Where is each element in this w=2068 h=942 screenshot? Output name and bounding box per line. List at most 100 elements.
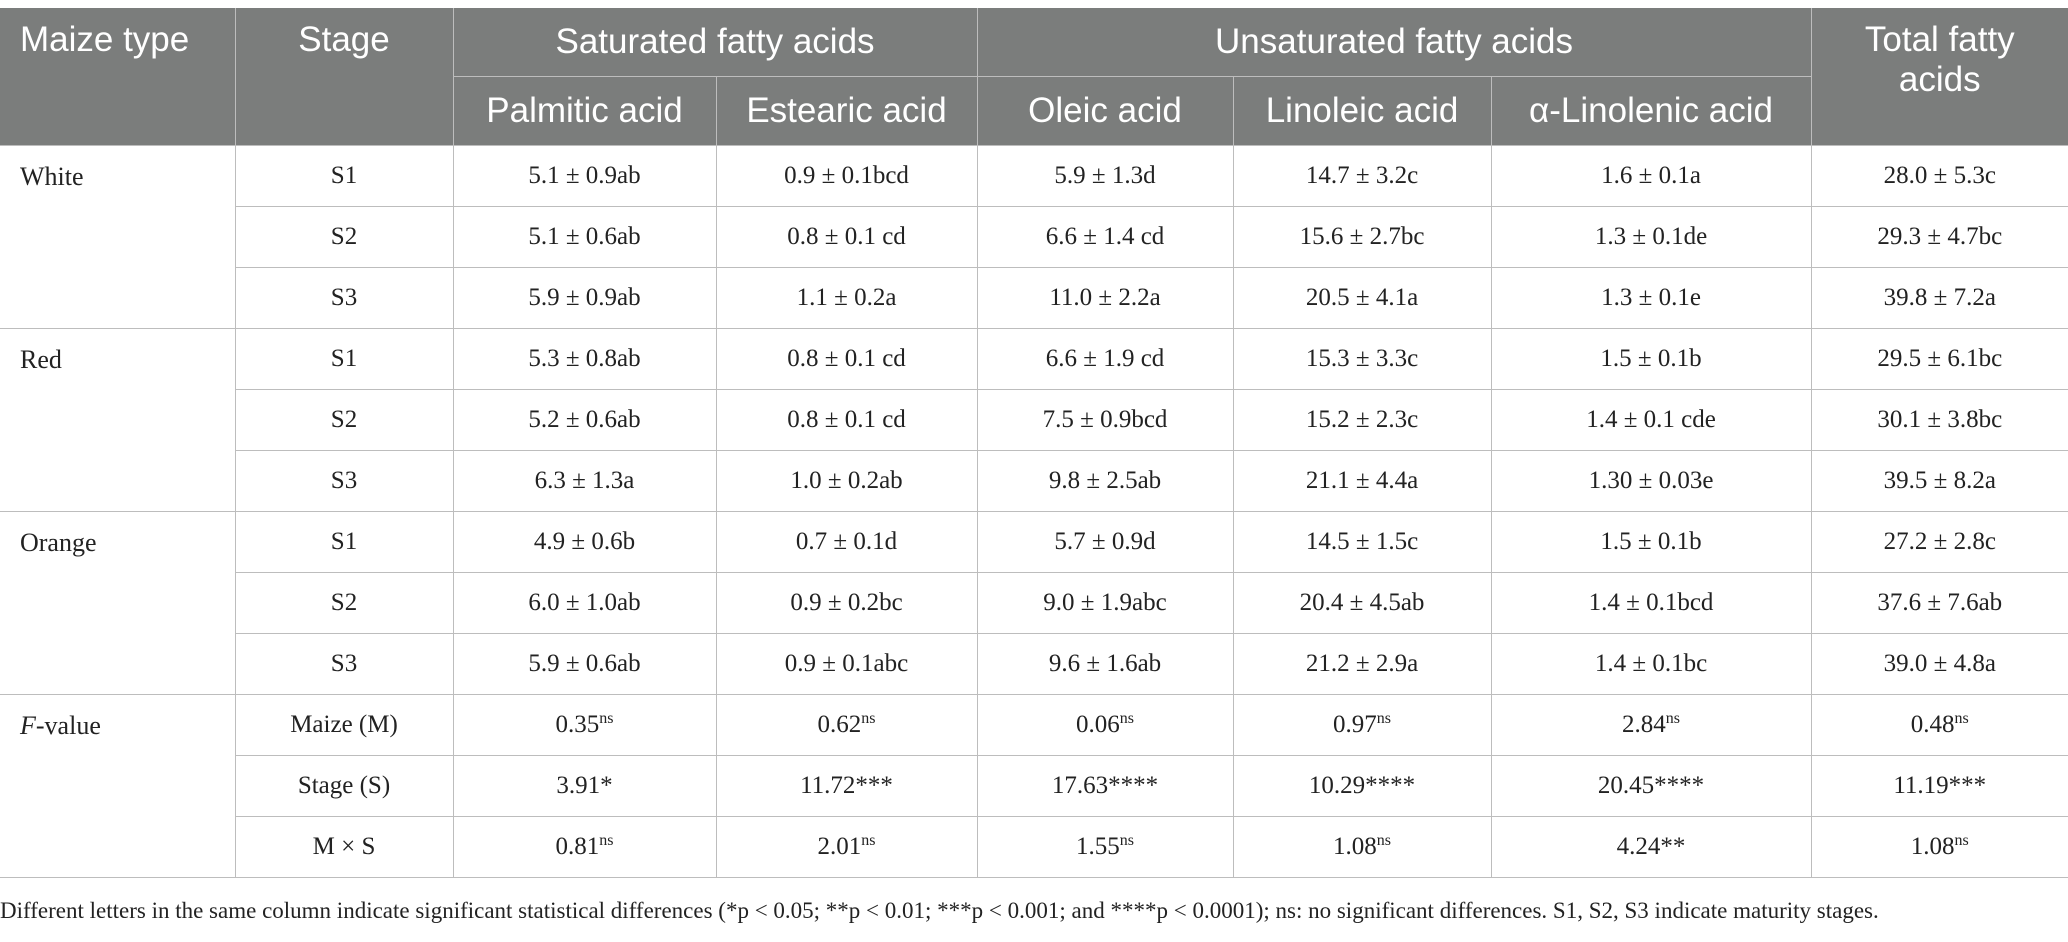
f-value: 0.97: [1333, 711, 1377, 738]
cell-linoleic: 14.5 ± 1.5c: [1232, 511, 1492, 573]
f-value: 0.06: [1076, 711, 1120, 738]
cell-palmitic: 5.1 ± 0.9ab: [452, 145, 717, 207]
cell-stage: S1: [234, 511, 454, 573]
cell-palmitic: 5.9 ± 0.9ab: [452, 267, 717, 329]
cell-estearic: 0.62ns: [715, 694, 978, 756]
cell-linoleic: 21.1 ± 4.4a: [1232, 450, 1492, 512]
cell-effect: M × S: [234, 816, 454, 878]
cell-oleic: 9.8 ± 2.5ab: [976, 450, 1234, 512]
header-unsaturated: Unsaturated fatty acids: [976, 8, 1812, 77]
cell-estearic: 0.8 ± 0.1 cd: [715, 206, 978, 268]
table-row: S2 5.1 ± 0.6ab 0.8 ± 0.1 cd 6.6 ± 1.4 cd…: [0, 206, 2068, 268]
table-footnote: Different letters in the same column ind…: [0, 898, 1879, 923]
header-saturated: Saturated fatty acids: [452, 8, 978, 77]
cell-effect: Stage (S): [234, 755, 454, 817]
cell-palmitic: 3.91*: [452, 755, 717, 817]
cell-total: 28.0 ± 5.3c: [1810, 145, 2068, 207]
cell-total: 37.6 ± 7.6ab: [1810, 572, 2068, 634]
cell-linolenic: 1.3 ± 0.1e: [1490, 267, 1812, 329]
fvalue-label-rest: -value: [35, 711, 101, 740]
cell-total: 39.5 ± 8.2a: [1810, 450, 2068, 512]
f-value: 3.91*: [556, 772, 613, 799]
cell-linoleic: 1.08ns: [1232, 816, 1492, 878]
fvalue-label-italic: F: [20, 711, 36, 740]
table-row: S3 6.3 ± 1.3a 1.0 ± 0.2ab 9.8 ± 2.5ab 21…: [0, 450, 2068, 512]
header-total: Total fatty acids: [1810, 8, 2068, 146]
table-row: S3 5.9 ± 0.6ab 0.9 ± 0.1abc 9.6 ± 1.6ab …: [0, 633, 2068, 695]
cell-stage: S3: [234, 633, 454, 695]
table-row: F-value Maize (M) 0.35ns 0.62ns 0.06ns 0…: [0, 694, 2068, 878]
cell-stage: S2: [234, 206, 454, 268]
cell-linolenic: 1.4 ± 0.1 cde: [1490, 389, 1812, 451]
cell-palmitic: 0.35ns: [452, 694, 717, 756]
cell-total: 11.19***: [1810, 755, 2068, 817]
cell-palmitic: 6.3 ± 1.3a: [452, 450, 717, 512]
cell-stage: S3: [234, 450, 454, 512]
cell-estearic: 0.9 ± 0.1bcd: [715, 145, 978, 207]
cell-total: 30.1 ± 3.8bc: [1810, 389, 2068, 451]
significance: ns: [599, 710, 614, 727]
header-oleic: Oleic acid: [976, 76, 1234, 146]
cell-palmitic: 5.2 ± 0.6ab: [452, 389, 717, 451]
cell-linolenic: 2.84ns: [1490, 694, 1812, 756]
header-stage: Stage: [234, 8, 454, 146]
cell-estearic: 0.9 ± 0.1abc: [715, 633, 978, 695]
cell-oleic: 7.5 ± 0.9bcd: [976, 389, 1234, 451]
significance: ns: [1119, 832, 1134, 849]
table-body: White S1 5.1 ± 0.9ab 0.9 ± 0.1bcd 5.9 ± …: [0, 145, 2068, 878]
group-label-fvalue: F-value: [0, 694, 236, 878]
cell-linolenic: 1.5 ± 0.1b: [1490, 328, 1812, 390]
header-estearic: Estearic acid: [715, 76, 978, 146]
f-value: 1.08: [1910, 833, 1955, 860]
cell-estearic: 0.8 ± 0.1 cd: [715, 328, 978, 390]
table-row: S2 6.0 ± 1.0ab 0.9 ± 0.2bc 9.0 ± 1.9abc …: [0, 572, 2068, 634]
header-palmitic: Palmitic acid: [452, 76, 717, 146]
cell-total: 29.5 ± 6.1bc: [1810, 328, 2068, 390]
f-value: 17.63****: [1051, 772, 1159, 799]
cell-linoleic: 0.97ns: [1232, 694, 1492, 756]
cell-estearic: 0.9 ± 0.2bc: [715, 572, 978, 634]
cell-oleic: 6.6 ± 1.9 cd: [976, 328, 1234, 390]
cell-linoleic: 20.5 ± 4.1a: [1232, 267, 1492, 329]
table-row: Red S1 5.3 ± 0.8ab 0.8 ± 0.1 cd 6.6 ± 1.…: [0, 328, 2068, 512]
cell-stage: S1: [234, 145, 454, 207]
cell-total: 39.8 ± 7.2a: [1810, 267, 2068, 329]
f-value: 1.55: [1076, 833, 1120, 860]
cell-stage: S3: [234, 267, 454, 329]
cell-linoleic: 15.2 ± 2.3c: [1232, 389, 1492, 451]
cell-linolenic: 1.4 ± 0.1bc: [1490, 633, 1812, 695]
cell-stage: S2: [234, 389, 454, 451]
header-maize-type: Maize type: [0, 8, 236, 146]
significance: ns: [1954, 710, 1969, 727]
significance: ns: [1376, 832, 1391, 849]
cell-linoleic: 10.29****: [1232, 755, 1492, 817]
cell-oleic: 5.7 ± 0.9d: [976, 511, 1234, 573]
cell-estearic: 0.8 ± 0.1 cd: [715, 389, 978, 451]
cell-linoleic: 14.7 ± 3.2c: [1232, 145, 1492, 207]
significance: ns: [1376, 710, 1391, 727]
significance: ns: [1119, 710, 1134, 727]
f-value: 1.08: [1333, 833, 1377, 860]
cell-linolenic: 1.30 ± 0.03e: [1490, 450, 1812, 512]
cell-oleic: 0.06ns: [976, 694, 1234, 756]
f-value: 4.24**: [1616, 833, 1686, 860]
cell-estearic: 0.7 ± 0.1d: [715, 511, 978, 573]
f-value: 0.48: [1910, 711, 1955, 738]
cell-effect: Maize (M): [234, 694, 454, 756]
f-value: 0.35: [555, 711, 600, 738]
fatty-acids-table: Maize type Stage Saturated fatty acids U…: [0, 8, 2068, 878]
table-row: Orange S1 4.9 ± 0.6b 0.7 ± 0.1d 5.7 ± 0.…: [0, 511, 2068, 695]
cell-total: 1.08ns: [1810, 816, 2068, 878]
cell-palmitic: 5.3 ± 0.8ab: [452, 328, 717, 390]
cell-linoleic: 20.4 ± 4.5ab: [1232, 572, 1492, 634]
cell-linoleic: 15.3 ± 3.3c: [1232, 328, 1492, 390]
cell-oleic: 17.63****: [976, 755, 1234, 817]
header-linoleic: Linoleic acid: [1232, 76, 1492, 146]
cell-oleic: 5.9 ± 1.3d: [976, 145, 1234, 207]
header-linolenic: α-Linolenic acid: [1490, 76, 1812, 146]
cell-palmitic: 0.81ns: [452, 816, 717, 878]
cell-oleic: 6.6 ± 1.4 cd: [976, 206, 1234, 268]
cell-oleic: 1.55ns: [976, 816, 1234, 878]
cell-total: 0.48ns: [1810, 694, 2068, 756]
cell-palmitic: 5.1 ± 0.6ab: [452, 206, 717, 268]
